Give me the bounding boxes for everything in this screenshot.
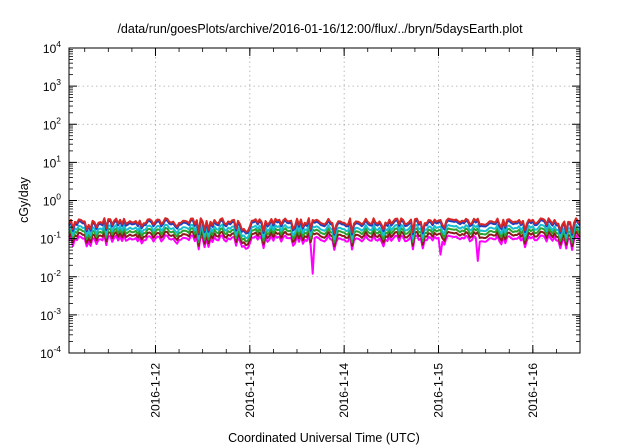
x-tick-label: 2016-1-13	[243, 363, 257, 418]
series-lines	[68, 217, 581, 275]
x-tick-label: 2016-1-14	[337, 363, 351, 418]
y-tick-label: 102	[43, 115, 61, 132]
series-line-5	[68, 234, 581, 275]
y-tick-label: 101	[43, 153, 61, 170]
series-line-3	[68, 226, 581, 244]
x-tick-label: 2016-1-16	[526, 363, 540, 418]
x-tick-label: 2016-1-12	[148, 363, 162, 418]
y-tick-label: 10-3	[40, 306, 61, 323]
x-axis-label: Coordinated Universal Time (UTC)	[228, 431, 420, 445]
gridlines	[69, 48, 580, 353]
series-line-2	[68, 223, 581, 241]
y-tick-label: 10-2	[40, 268, 61, 285]
y-tick-label: 10-1	[40, 230, 61, 247]
series-line-1	[68, 219, 581, 236]
y-axis-label: cGy/day	[17, 176, 31, 223]
y-tick-label: 104	[43, 39, 61, 56]
series-line-0	[68, 217, 581, 234]
y-tick-label: 100	[43, 192, 61, 209]
series-line-4	[68, 230, 581, 248]
y-tick-label: 103	[43, 77, 61, 94]
chart-title: /data/run/goesPlots/archive/2016-01-16/1…	[117, 22, 523, 36]
y-tick-label: 10-4	[40, 344, 61, 361]
x-axis-ticks: 2016-1-12 2016-1-13 2016-1-14 2016-1-15 2016…	[84, 48, 581, 418]
x-tick-label: 2016-1-15	[431, 363, 445, 418]
y-axis-ticks: 10-4 10-3 10-2 10-1 100 101 102 103 104	[40, 39, 580, 361]
